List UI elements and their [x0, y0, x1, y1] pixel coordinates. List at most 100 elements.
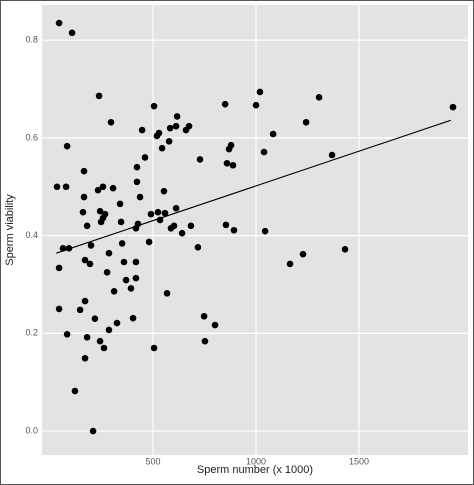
data-point — [81, 354, 89, 362]
data-point — [110, 288, 118, 295]
data-point — [105, 326, 113, 334]
data-point — [53, 183, 61, 191]
data-point — [109, 184, 117, 192]
data-point — [100, 344, 108, 352]
data-point — [286, 260, 294, 268]
data-point — [103, 268, 111, 276]
y-tick-label: 0.4 — [25, 230, 38, 240]
data-point — [166, 124, 174, 132]
data-point — [76, 306, 84, 314]
data-point — [138, 126, 146, 134]
data-point — [116, 200, 124, 208]
data-point — [55, 305, 63, 313]
data-point — [117, 218, 125, 226]
data-point — [150, 344, 158, 352]
data-point — [96, 207, 104, 215]
data-point — [172, 122, 180, 130]
data-point — [133, 178, 141, 186]
data-point — [252, 101, 260, 109]
x-axis-title: Sperm number (x 1000) — [197, 464, 313, 476]
data-point — [99, 183, 107, 191]
data-point — [158, 144, 166, 152]
data-point — [227, 141, 235, 149]
data-point — [132, 274, 140, 282]
y-tick-label: 0.0 — [25, 425, 38, 435]
x-tick-label: 500 — [146, 456, 161, 466]
data-point — [302, 118, 310, 126]
data-point — [172, 204, 180, 212]
data-point — [127, 285, 135, 292]
data-point — [200, 312, 208, 320]
data-point — [160, 187, 168, 195]
data-point — [129, 314, 137, 322]
data-point — [62, 183, 70, 191]
data-point — [165, 138, 173, 145]
data-point — [95, 92, 103, 100]
data-point — [341, 245, 349, 253]
data-point — [105, 249, 113, 257]
data-point — [68, 29, 76, 37]
data-point — [201, 337, 209, 345]
data-point — [71, 387, 79, 395]
data-point — [145, 238, 153, 246]
data-point — [81, 297, 89, 305]
data-point — [230, 226, 238, 234]
data-point — [269, 130, 277, 138]
data-point — [86, 260, 94, 268]
data-point — [211, 321, 219, 329]
data-point — [81, 256, 89, 264]
y-axis-title: Sperm viability — [4, 194, 16, 266]
data-point — [89, 427, 97, 435]
data-point — [141, 154, 149, 161]
data-point — [260, 148, 268, 156]
data-point — [83, 333, 91, 341]
data-point — [120, 258, 128, 266]
data-point — [87, 242, 95, 249]
data-point — [328, 151, 336, 159]
data-point — [150, 102, 158, 110]
x-tick-label: 1000 — [246, 456, 266, 466]
data-point — [161, 209, 169, 217]
data-point — [261, 227, 269, 235]
data-point — [449, 103, 457, 111]
data-point — [222, 221, 230, 229]
data-point — [221, 100, 229, 108]
trend-line — [56, 119, 451, 254]
data-point — [107, 118, 115, 126]
data-point — [55, 264, 63, 272]
data-point — [55, 19, 63, 27]
data-point — [63, 142, 71, 150]
data-point — [136, 193, 144, 201]
data-point — [113, 319, 121, 327]
data-point — [101, 210, 109, 218]
data-point — [178, 229, 186, 237]
y-tick-label: 0.2 — [25, 328, 38, 338]
data-point — [223, 160, 231, 167]
data-point — [154, 208, 162, 216]
data-point — [147, 210, 155, 218]
data-point — [185, 122, 193, 130]
data-point — [80, 193, 88, 201]
data-point — [196, 156, 204, 163]
x-tick-label: 1500 — [349, 456, 369, 466]
data-point — [194, 244, 202, 251]
data-point — [256, 88, 264, 96]
data-point — [170, 222, 178, 230]
data-point — [94, 186, 102, 194]
data-point — [299, 250, 307, 258]
y-tick-label: 0.8 — [25, 35, 38, 45]
data-point — [122, 276, 130, 284]
data-point — [173, 113, 181, 120]
data-point — [91, 315, 99, 322]
data-point — [83, 222, 91, 230]
data-point — [187, 222, 195, 230]
data-point — [133, 163, 141, 171]
plot-panel — [42, 5, 468, 455]
data-point — [315, 94, 323, 101]
data-point — [80, 167, 88, 175]
data-point — [118, 240, 126, 247]
data-point — [79, 208, 87, 216]
data-point — [163, 289, 171, 297]
y-tick-label: 0.6 — [25, 132, 38, 142]
